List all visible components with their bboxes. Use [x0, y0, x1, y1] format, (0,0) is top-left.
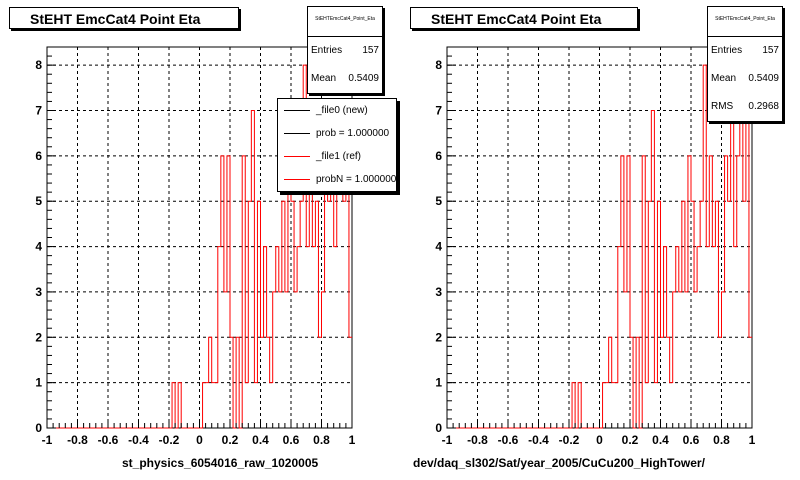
right-x-tick-label: -1: [442, 433, 453, 447]
right-stats-rms: RMS 0.2968: [711, 101, 779, 112]
legend-line: [284, 179, 310, 180]
right-x-axis-title: dev/daq_sl302/Sat/year_2005/CuCu200_High…: [413, 456, 705, 470]
legend-item-probn: probN = 1.000000: [278, 168, 396, 191]
legend-item-file0: _file0 (new): [278, 99, 396, 122]
right-stats-mean: Mean 0.5409: [711, 73, 779, 84]
left-x-tick-label: -0.4: [128, 433, 149, 447]
legend: _file0 (new) prob = 1.000000 _file1 (ref…: [277, 98, 397, 192]
left-x-tick-label: 0.4: [252, 433, 269, 447]
right-x-tick-label: -0.4: [528, 433, 549, 447]
right-y-tick-label: 8: [435, 58, 442, 72]
right-y-tick-label: 3: [435, 285, 442, 299]
left-stats-mean: Mean 0.5409: [311, 73, 379, 84]
left-x-tick-label: 0: [196, 433, 203, 447]
left-x-axis-title: st_physics_6054016_raw_1020005: [122, 456, 319, 470]
legend-line: [284, 110, 310, 111]
right-x-tick-label: 0: [596, 433, 603, 447]
right-stats-name: StEHTEmcCat4_Point_Eta: [708, 7, 782, 37]
right-y-tick-label: 1: [435, 376, 442, 390]
left-x-tick-label: -0.6: [98, 433, 119, 447]
left-stats-entries: Entries 157: [311, 45, 379, 56]
right-y-tick-label: 6: [435, 149, 442, 163]
left-stats-box: StEHTEmcCat4_Point_Eta Entries 157 Mean …: [307, 6, 383, 94]
right-histogram-series: [447, 64, 752, 429]
right-x-tick-label: 0.8: [713, 433, 730, 447]
right-stats-box: StEHTEmcCat4_Point_Eta Entries 157 Mean …: [707, 6, 783, 122]
right-x-tick-label: 0.6: [683, 433, 700, 447]
right-stats-entries: Entries 157: [711, 45, 779, 56]
legend-line: [284, 156, 310, 157]
left-stats-name: StEHTEmcCat4_Point_Eta: [308, 7, 382, 37]
left-y-tick-label: 5: [35, 194, 42, 208]
left-y-tick-label: 2: [35, 330, 42, 344]
right-histogram-title: StEHT EmcCat4 Point Eta: [410, 7, 638, 29]
left-y-tick-label: 0: [35, 421, 42, 435]
left-histogram-series: [47, 64, 352, 429]
right-y-tick-label: 2: [435, 330, 442, 344]
left-x-tick-label: 1: [349, 433, 356, 447]
right-y-tick-label: 7: [435, 104, 442, 118]
left-y-tick-label: 4: [35, 240, 42, 254]
left-x-tick-label: 0.2: [222, 433, 239, 447]
right-x-tick-label: 0.4: [652, 433, 669, 447]
right-x-tick-label: -0.8: [467, 433, 488, 447]
left-x-tick-label: 0.6: [283, 433, 300, 447]
left-x-tick-label: -0.8: [67, 433, 88, 447]
left-x-tick-label: 0.8: [313, 433, 330, 447]
legend-item-file1: _file1 (ref): [278, 145, 396, 168]
left-histogram-title: StEHT EmcCat4 Point Eta: [9, 7, 239, 29]
left-y-tick-label: 1: [35, 376, 42, 390]
right-y-tick-label: 4: [435, 240, 442, 254]
left-y-tick-label: 6: [35, 149, 42, 163]
legend-line: [284, 133, 310, 134]
right-x-tick-label: 1: [749, 433, 756, 447]
right-x-tick-label: -0.2: [559, 433, 580, 447]
left-y-tick-label: 3: [35, 285, 42, 299]
left-x-tick-label: -0.2: [159, 433, 180, 447]
right-y-tick-label: 5: [435, 194, 442, 208]
left-y-tick-label: 7: [35, 104, 42, 118]
right-x-tick-label: 0.2: [622, 433, 639, 447]
left-y-tick-label: 8: [35, 58, 42, 72]
right-y-tick-label: 0: [435, 421, 442, 435]
right-x-tick-label: -0.6: [498, 433, 519, 447]
legend-item-prob: prob = 1.000000: [278, 122, 396, 145]
left-x-tick-label: -1: [42, 433, 53, 447]
